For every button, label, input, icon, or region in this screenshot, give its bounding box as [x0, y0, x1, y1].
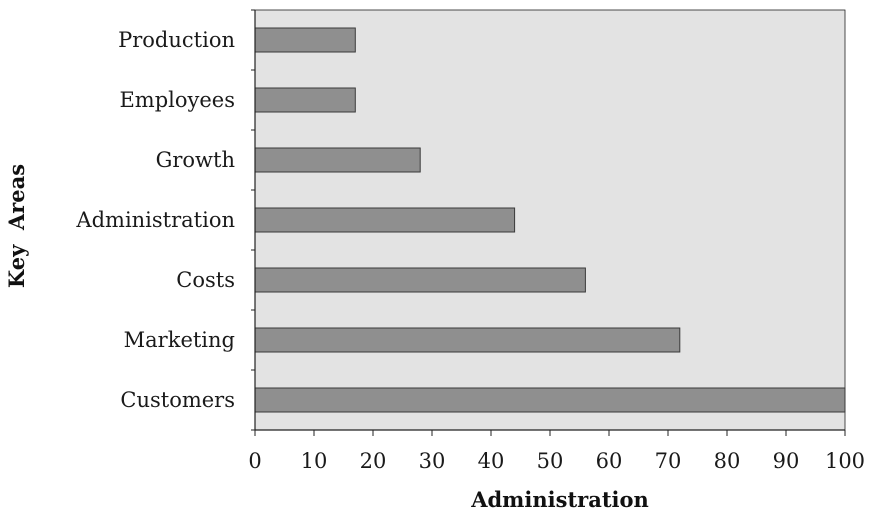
bar-customers: [254, 387, 846, 413]
y-axis-title: Key Areas: [4, 164, 29, 288]
bar-employees: [254, 87, 356, 113]
x-ticks-group: 0 10 20 30 40 50 60 70 80 90 100: [248, 430, 865, 473]
x-tick-label: 80: [714, 449, 741, 473]
x-tick-label: 60: [596, 449, 623, 473]
category-label-employees: Employees: [119, 88, 235, 112]
x-tick-label: 20: [360, 449, 387, 473]
x-tick-label: 50: [537, 449, 564, 473]
category-label-administration: Administration: [75, 208, 235, 232]
bars-group: [254, 27, 846, 413]
x-tick-label: 70: [655, 449, 682, 473]
bar-growth: [254, 147, 421, 173]
category-label-marketing: Marketing: [124, 328, 235, 352]
x-tick-label: 0: [248, 449, 261, 473]
category-label-costs: Costs: [176, 268, 235, 292]
x-tick-label: 90: [773, 449, 800, 473]
category-label-growth: Growth: [156, 148, 235, 172]
category-label-production: Production: [118, 28, 235, 52]
bar-production: [254, 27, 356, 53]
x-tick-label: 100: [825, 449, 865, 473]
y-tick-marks: [251, 9, 255, 431]
bar-marketing: [254, 327, 681, 353]
x-tick-label: 10: [301, 449, 328, 473]
x-axis-title: Administration: [470, 487, 649, 512]
bar-administration: [254, 207, 516, 233]
category-labels-group: Production Employees Growth Administration C…: [75, 28, 235, 412]
bar-costs: [254, 267, 586, 293]
x-tick-label: 30: [419, 449, 446, 473]
category-label-customers: Customers: [120, 388, 235, 412]
x-tick-label: 40: [478, 449, 505, 473]
